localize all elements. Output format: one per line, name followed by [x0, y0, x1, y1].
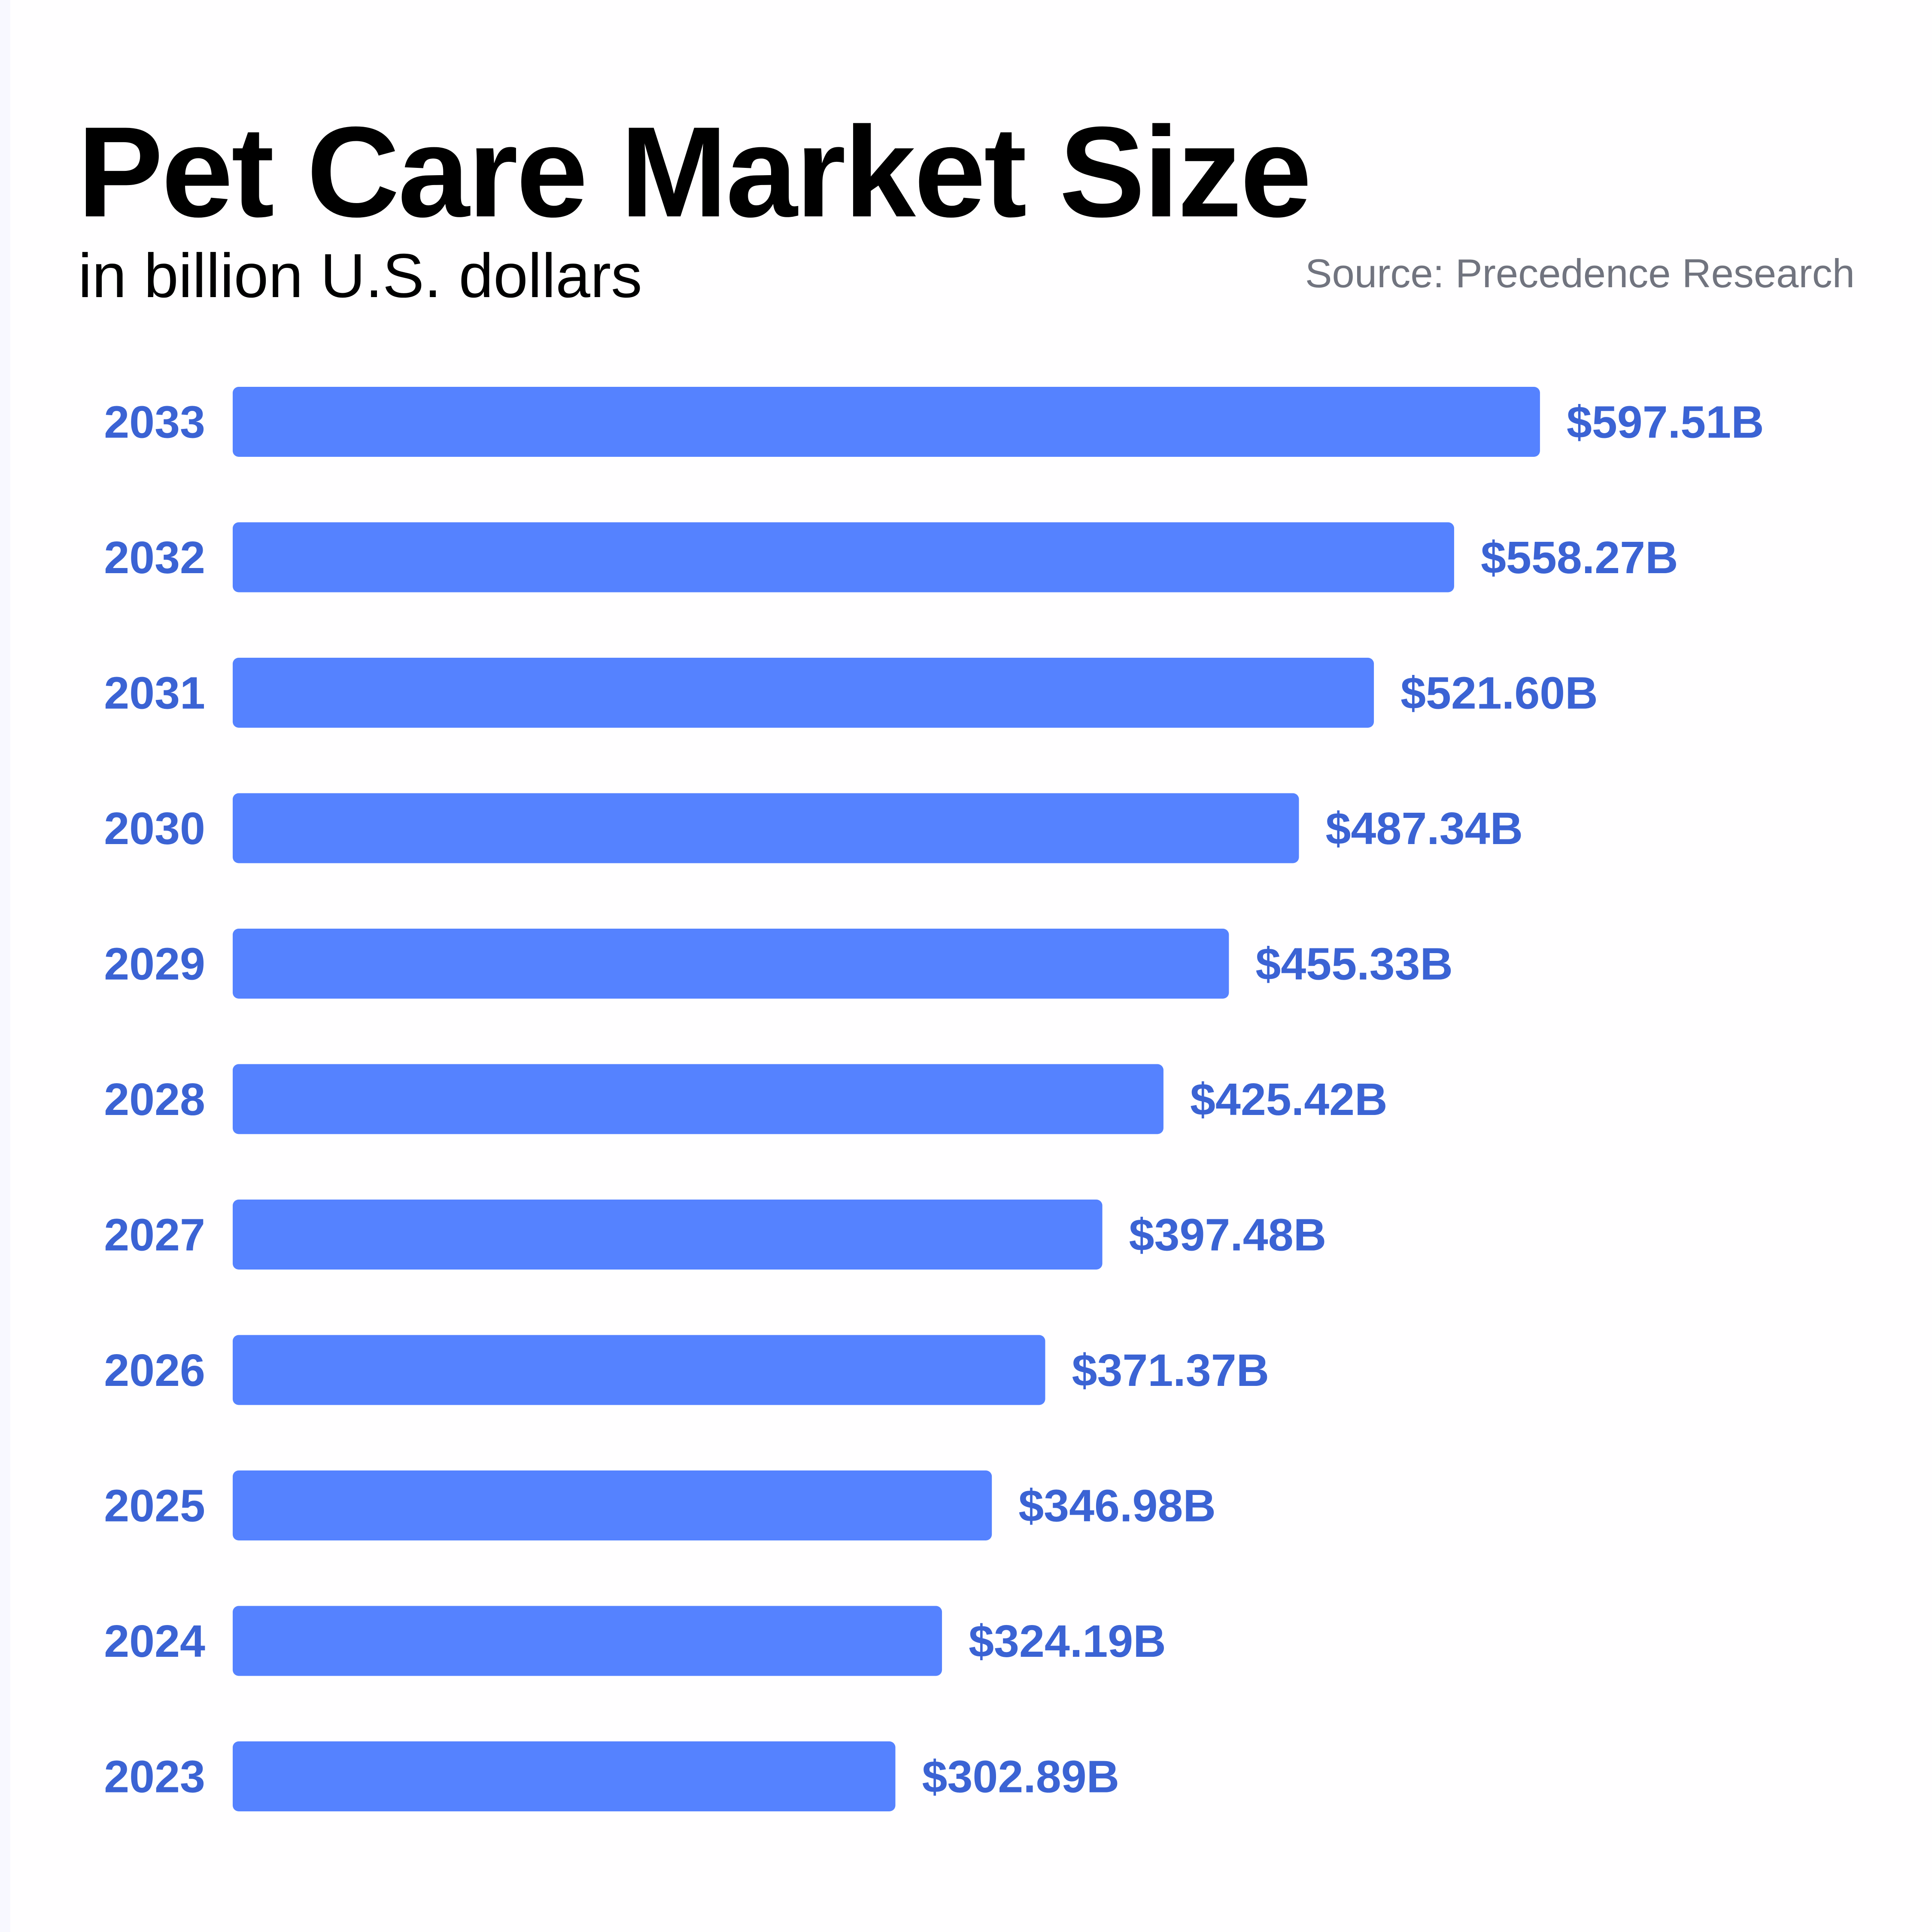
bar-2026 — [233, 1335, 1045, 1405]
year-label-2026: 2026 — [104, 1345, 205, 1396]
value-label-2025: $346.98B — [1018, 1481, 1216, 1531]
chart-subtitle: in billion U.S. dollars — [78, 241, 642, 310]
value-label-2031: $521.60B — [1400, 668, 1598, 719]
value-label-2027: $397.48B — [1129, 1210, 1327, 1261]
bar-2027 — [233, 1200, 1103, 1270]
year-label-2025: 2025 — [104, 1481, 205, 1531]
bar-2023 — [233, 1741, 896, 1811]
year-label-2031: 2031 — [104, 668, 205, 719]
year-label-2024: 2024 — [104, 1616, 205, 1667]
value-label-2033: $597.51B — [1567, 397, 1764, 448]
year-label-2032: 2032 — [104, 532, 205, 583]
bar-2033 — [233, 387, 1540, 457]
value-label-2026: $371.37B — [1072, 1345, 1270, 1396]
year-label-2027: 2027 — [104, 1210, 205, 1261]
value-label-2024: $324.19B — [969, 1616, 1166, 1667]
bar-2031 — [233, 658, 1374, 728]
value-label-2023: $302.89B — [922, 1752, 1120, 1802]
source-note: Source: Precedence Research — [1305, 251, 1855, 296]
year-label-2023: 2023 — [104, 1752, 205, 1802]
value-label-2030: $487.34B — [1325, 803, 1523, 854]
value-label-2029: $455.33B — [1255, 939, 1453, 990]
year-label-2033: 2033 — [104, 397, 205, 448]
bar-2029 — [233, 929, 1229, 999]
bar-2025 — [233, 1470, 992, 1540]
year-label-2028: 2028 — [104, 1074, 205, 1125]
value-label-2028: $425.42B — [1190, 1074, 1388, 1125]
bar-2028 — [233, 1064, 1163, 1134]
bar-2024 — [233, 1606, 942, 1676]
chart-title: Pet Care Market Size — [77, 100, 1312, 244]
bar-2032 — [233, 522, 1454, 592]
year-label-2029: 2029 — [104, 939, 205, 990]
value-label-2032: $558.27B — [1481, 532, 1678, 583]
left-edge-stripe — [0, 0, 10, 1932]
bar-2030 — [233, 793, 1299, 863]
year-label-2030: 2030 — [104, 803, 205, 854]
